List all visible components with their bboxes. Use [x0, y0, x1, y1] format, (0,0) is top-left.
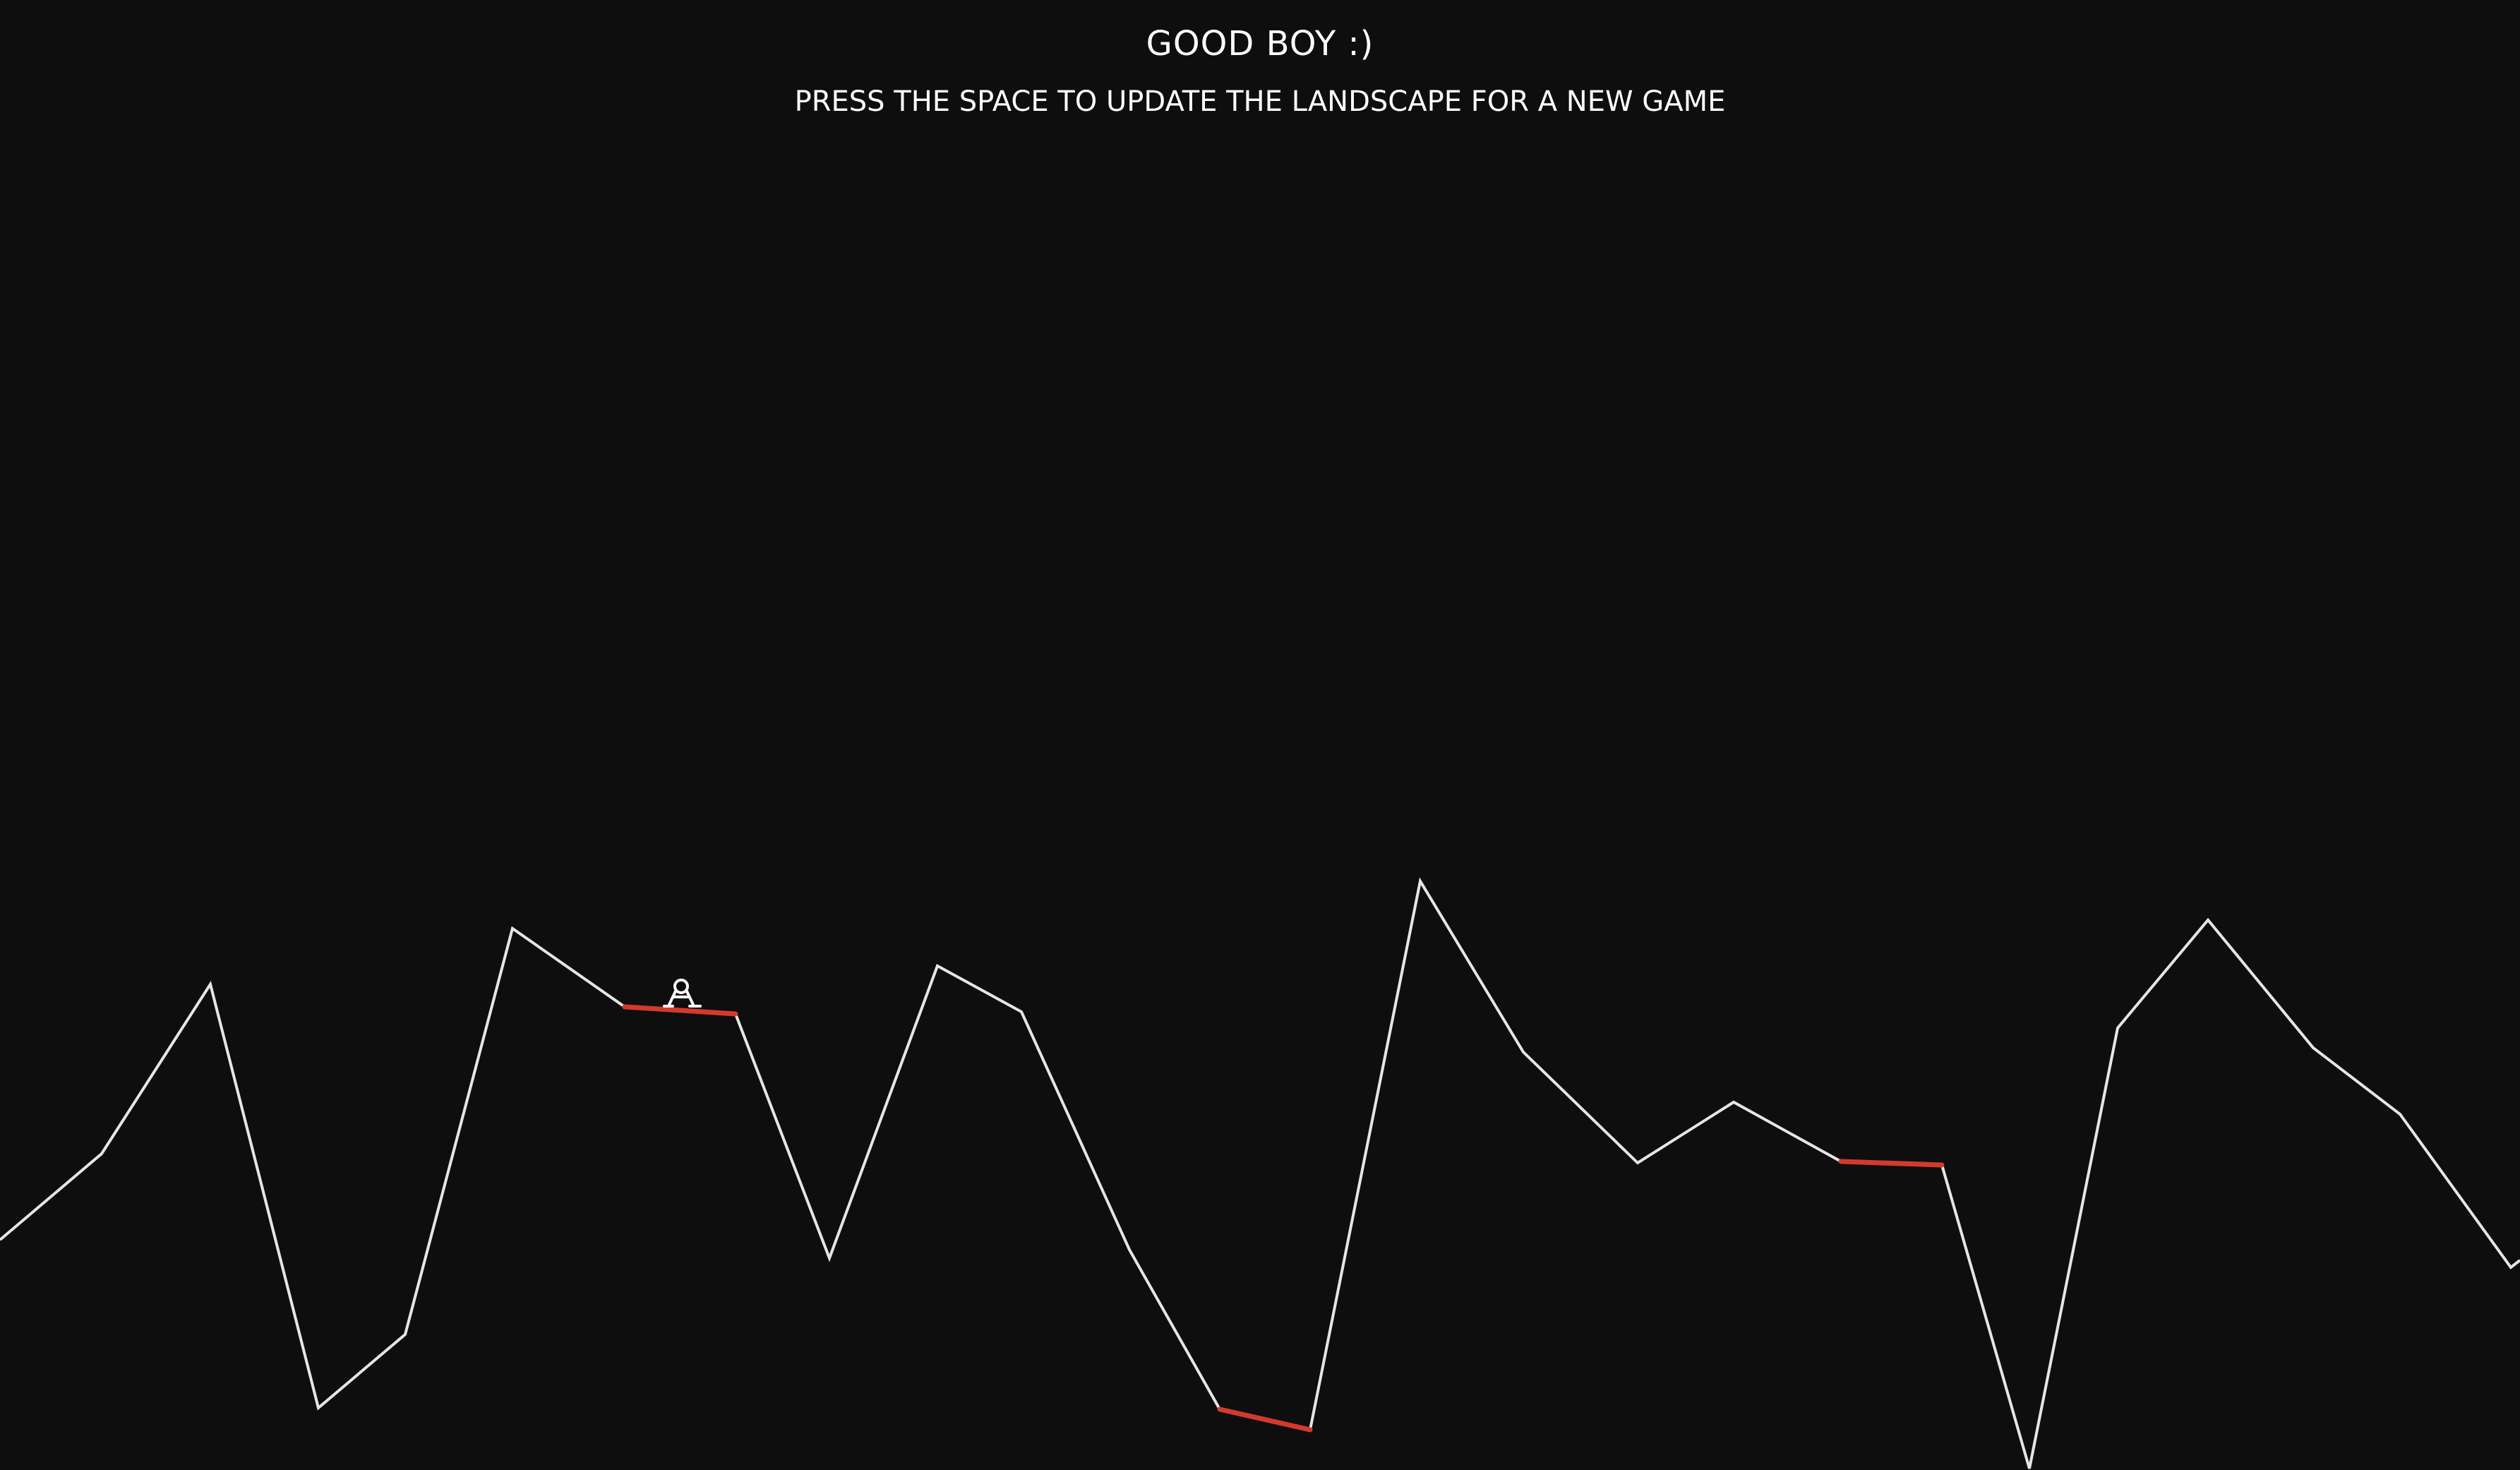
terrain-line [0, 877, 2520, 1469]
lunar-lander-icon [663, 979, 702, 1008]
game-status-title: GOOD BOY :) [1146, 24, 1374, 64]
landing-pad-3 [1838, 1159, 1945, 1168]
landing-pad-1 [622, 1004, 738, 1017]
landing-pad-2 [1217, 1406, 1313, 1433]
restart-instruction: PRESS THE SPACE TO UPDATE THE LANDSCAPE … [794, 85, 1726, 118]
